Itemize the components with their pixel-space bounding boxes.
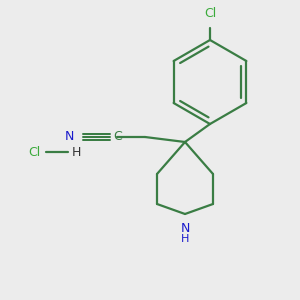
Text: H: H bbox=[72, 146, 81, 158]
Text: Cl: Cl bbox=[204, 7, 216, 20]
Text: C: C bbox=[114, 130, 122, 143]
Text: N: N bbox=[64, 130, 74, 143]
Text: N: N bbox=[180, 222, 190, 235]
Text: H: H bbox=[181, 234, 189, 244]
Text: Cl: Cl bbox=[28, 146, 40, 158]
